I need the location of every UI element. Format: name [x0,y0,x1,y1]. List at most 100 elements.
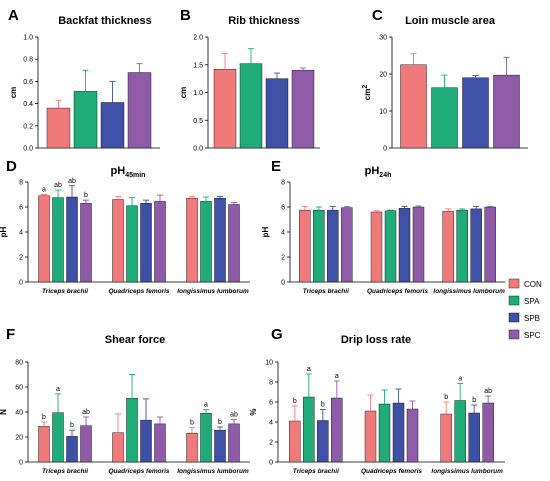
y-axis-label: cm2 [362,85,372,101]
bar [299,209,311,283]
bar [484,206,496,283]
significance-label: b [444,394,448,401]
significance-label: a [307,366,311,373]
bar [186,198,198,283]
y-tick-label: 8 [269,380,273,387]
legend-label: SPA [524,297,540,306]
y-tick-label: 0.2 [23,123,33,130]
y-tick-label: 20 [379,72,387,79]
category-label: longissimus lumborum [431,468,503,475]
chart-title: pH45min [111,165,146,179]
bar [73,91,98,149]
significance-label: a [56,386,60,393]
legend-swatch [508,278,520,289]
panel-letter: A [8,7,19,24]
bar [140,203,152,283]
significance-label: ab [230,412,238,419]
bar [38,195,50,283]
significance-label: ab [82,409,90,416]
y-tick-label: 4 [281,230,285,237]
legend-swatch [508,312,520,323]
category-label: Triceps brachii [303,288,349,295]
significance-label: b [218,419,222,426]
chart-title: Shear force [105,334,166,346]
legend-swatch [508,295,520,306]
bar [400,64,427,149]
bar [398,208,411,283]
bar [80,425,92,463]
bar [186,433,198,463]
y-tick-label: 6 [281,205,285,212]
category-label: Triceps brachii [42,468,88,475]
y-axis-label-main: cm [179,87,188,99]
bar [456,209,468,283]
bar [213,68,237,149]
chart-title: Loin muscle area [405,15,496,27]
bar [239,63,263,149]
y-tick-label: 0 [281,280,285,287]
bar [291,70,315,149]
significance-label: ab [54,182,62,189]
legend-label: SPC [524,331,541,340]
panels: A Backfat thickness 0.0 0.2 0.4 0.6 0.8 1.0 cm B R… [0,7,528,475]
bar [140,419,152,463]
y-tick-label: 0 [19,460,23,467]
y-tick-label: 4 [19,230,23,237]
significance-label: ab [68,178,76,185]
significance-label: a [458,376,462,383]
y-tick-label: 0.5 [193,118,203,125]
category-label: Quadriceps femoris [367,288,428,295]
bar [126,398,138,463]
y-axis-label: pH [0,226,8,237]
y-tick-label: 0 [269,460,273,467]
bar [289,420,301,463]
y-tick-label: 8 [19,180,23,187]
bar [370,211,383,283]
bar [468,412,480,463]
chart-title: pH24h [365,165,392,179]
y-tick-label: 6 [19,205,23,212]
bar [331,397,343,463]
panel-letter: E [271,158,281,175]
bar [493,74,520,149]
panel-letter: D [6,158,17,175]
bar [431,87,458,149]
chart-title-main: pH [111,165,126,177]
bar [214,198,226,283]
y-axis-label-superscript: 2 [362,85,369,89]
bar [303,396,315,463]
bar [470,208,482,283]
bar [378,403,391,463]
category-label: Quadriceps femoris [108,468,169,475]
bar [46,107,71,149]
significance-label: b [70,422,74,429]
y-tick-label: 2 [19,255,23,262]
chart-title: Rib thickness [228,15,300,27]
panel-letter: G [271,326,283,343]
bar [228,423,240,463]
y-tick-label: 0.6 [23,79,33,86]
y-tick-label: 10 [265,360,273,367]
bar [442,211,454,283]
category-label: longissimus lumborum [177,288,249,295]
chart-title-main: pH [365,165,380,177]
category-label: Triceps brachii [42,288,88,295]
y-axis-label-main: pH [0,226,8,237]
category-label: Quadriceps femoris [361,468,422,475]
bar [66,436,78,463]
y-tick-label: 8 [281,180,285,187]
panel-letter: C [372,7,383,24]
bar [66,196,78,283]
y-axis-label: pH [261,226,270,237]
y-tick-label: 1.0 [193,90,203,97]
significance-label: a [42,187,46,194]
significance-label: ab [484,388,492,395]
bar [38,426,50,463]
chart-title-subscript: 45min [125,172,145,179]
y-tick-label: 0.8 [23,57,33,64]
y-axis-label-main: N [0,409,8,415]
y-tick-label: 30 [379,35,387,42]
